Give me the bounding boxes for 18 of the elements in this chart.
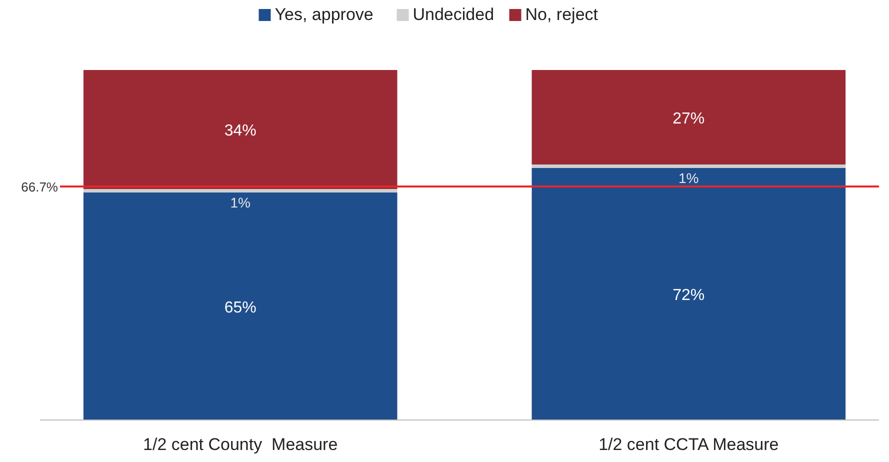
legend-label: Yes, approve bbox=[274, 5, 374, 24]
bar bbox=[532, 70, 846, 164]
data-label: 1% bbox=[230, 194, 250, 210]
x-tick-label: 1/2 cent County Measure bbox=[143, 435, 338, 454]
bar bbox=[83, 70, 398, 189]
ref-line-label: 66.7% bbox=[21, 180, 58, 195]
bar bbox=[83, 189, 398, 192]
data-label: 27% bbox=[672, 110, 705, 128]
bar bbox=[532, 164, 846, 168]
data-label: 65% bbox=[224, 299, 256, 316]
legend-label: No, reject bbox=[525, 5, 598, 24]
bar bbox=[83, 192, 398, 420]
x-tick-label: 1/2 cent CCTA Measure bbox=[598, 435, 779, 454]
bar bbox=[532, 168, 846, 420]
data-label: 1% bbox=[678, 170, 699, 186]
data-label: 72% bbox=[672, 287, 705, 304]
legend-label: Undecided bbox=[412, 5, 494, 24]
data-label: 34% bbox=[224, 122, 256, 140]
